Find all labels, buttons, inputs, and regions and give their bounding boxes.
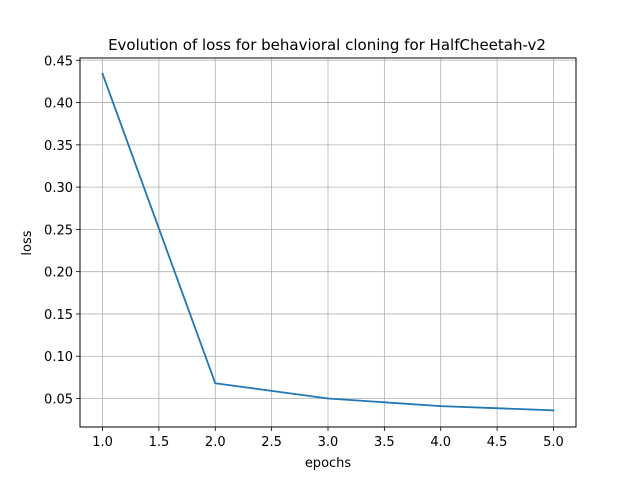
x-tick-label: 1.0 [92,435,113,450]
x-tick-label: 5.0 [543,435,564,450]
x-tick-label: 2.5 [261,435,282,450]
loss-data-point [552,409,555,412]
grid-lines [80,58,576,427]
loss-data-point [101,72,104,75]
y-tick-label: 0.20 [44,266,73,281]
x-tick-label: 4.0 [430,435,451,450]
y-axis-ticks: 0.05 0.10 0.15 0.20 0.25 0.30 0.35 0.40 0.45 [44,54,80,408]
y-tick-label: 0.10 [44,350,73,365]
y-tick-label: 0.35 [44,139,73,154]
y-axis-label: loss [20,230,35,255]
series-group [101,72,555,412]
y-tick-label: 0.25 [44,223,73,238]
chart-title: Evolution of loss for behavioral cloning… [108,36,546,54]
x-tick-label: 2.0 [205,435,226,450]
y-tick-label: 0.05 [44,393,73,408]
x-axis-ticks: 1.0 1.5 2.0 2.5 3.0 3.5 4.0 4.5 5.0 [92,427,564,450]
y-tick-label: 0.40 [44,97,73,112]
y-tick-label: 0.45 [44,54,73,69]
x-tick-label: 4.5 [487,435,508,450]
y-tick-label: 0.30 [44,181,73,196]
loss-data-point [214,382,217,385]
x-axis-label: epochs [305,456,352,471]
loss-data-point [327,397,329,400]
loss-data-point [439,405,442,408]
x-tick-label: 1.5 [149,435,170,450]
x-tick-label: 3.5 [374,435,395,450]
y-tick-label: 0.15 [44,308,73,323]
x-tick-label: 3.0 [318,435,339,450]
